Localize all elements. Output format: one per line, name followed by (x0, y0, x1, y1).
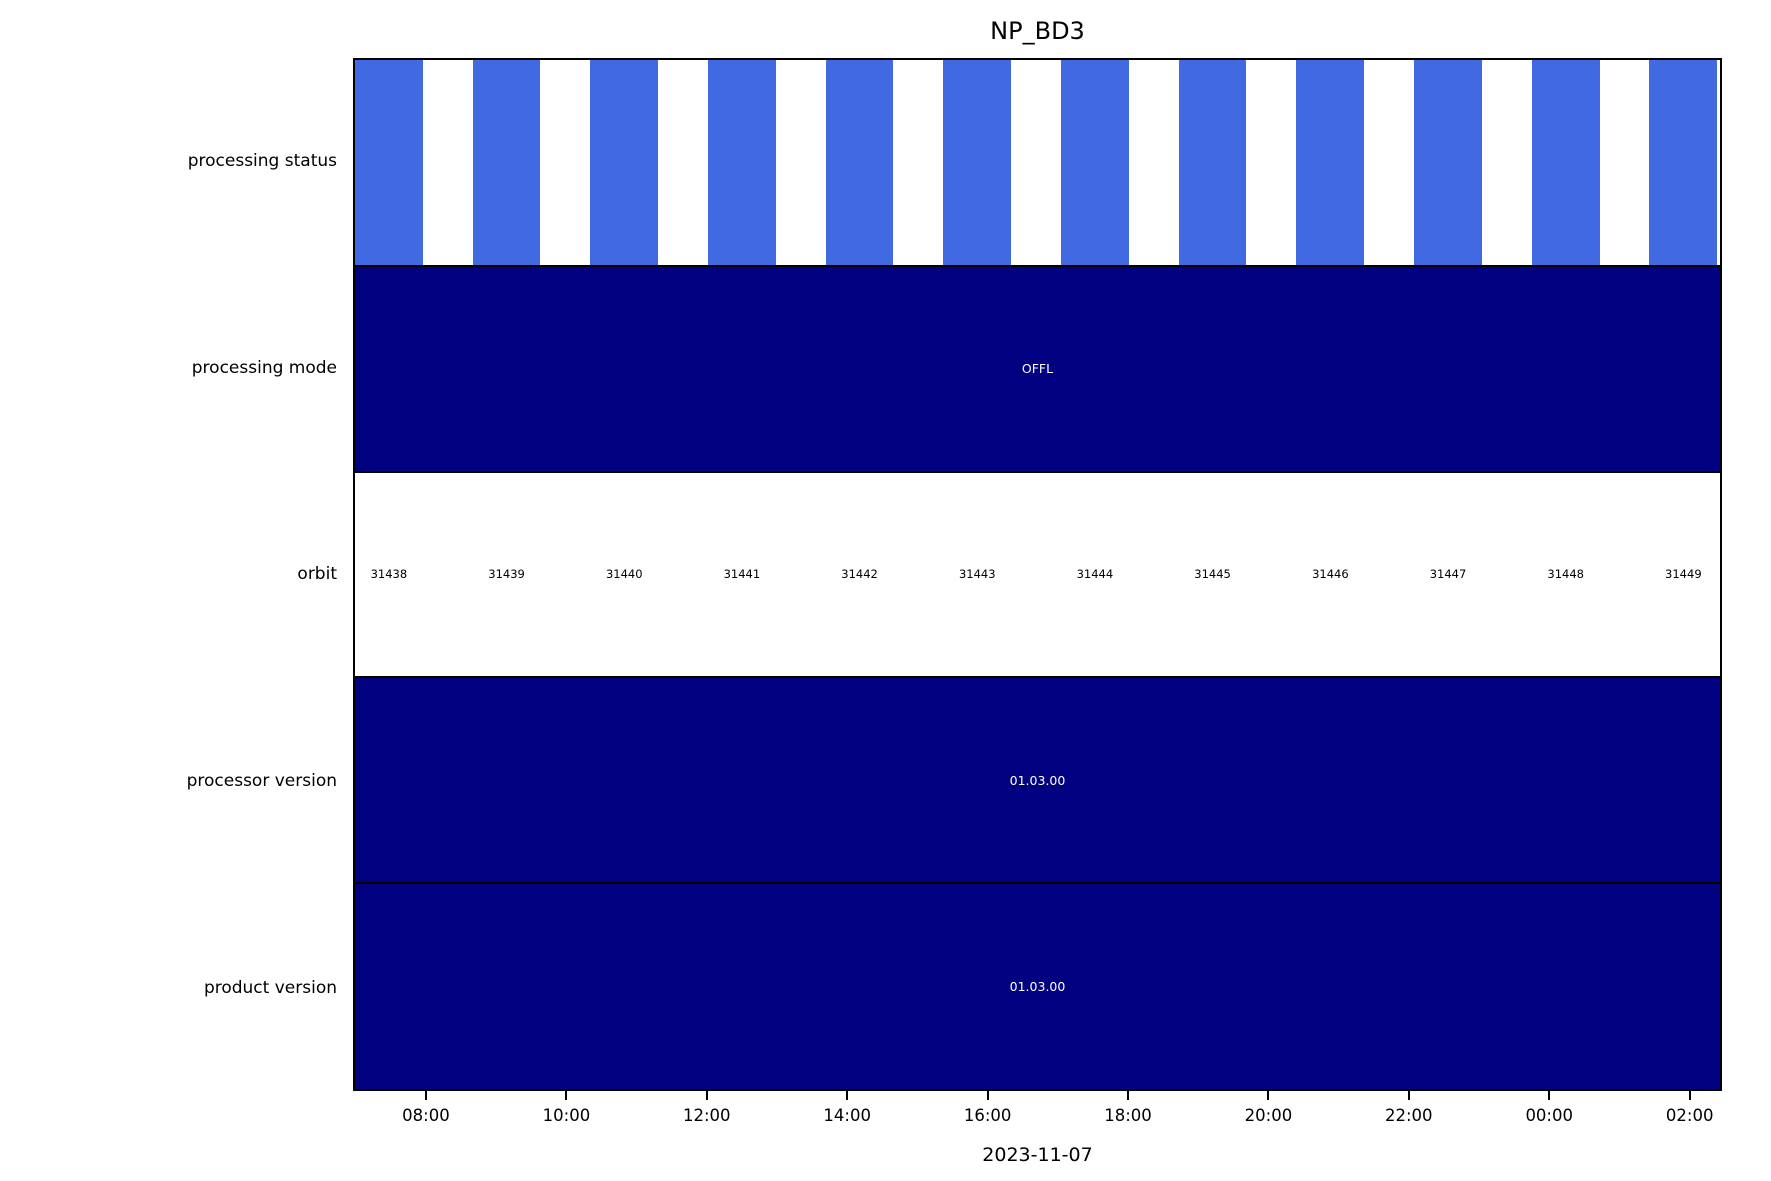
x-tick-label-10:00: 10:00 (542, 1106, 591, 1125)
row-processing-mode: OFFL (355, 265, 1720, 472)
orbit-number-31449: 31449 (1665, 567, 1702, 582)
orbit-number-31445: 31445 (1194, 567, 1231, 582)
row-label-processing-status: processing status (187, 151, 337, 172)
x-tick-label-20:00: 20:00 (1244, 1106, 1293, 1125)
row-label-product-version: product version (203, 977, 337, 998)
status-bar-orbit-31440 (590, 60, 659, 266)
row-label-processing-mode: processing mode (191, 357, 337, 378)
orbit-number-31441: 31441 (723, 567, 761, 582)
x-tick-mark-12:00 (705, 1091, 708, 1100)
row-processing-status (355, 60, 1720, 266)
status-bar-orbit-31438 (355, 60, 423, 266)
row-processor-version-value: 01.03.00 (1009, 772, 1066, 788)
row-label-processor-version: processor version (186, 771, 337, 792)
plot-area: OFFL 31438 31439 31440 31441 31442 31443 31444 3… (353, 58, 1722, 1091)
status-bar-orbit-31442 (825, 60, 894, 266)
x-tick-label-18:00: 18:00 (1104, 1106, 1152, 1125)
x-tick-mark-10:00 (565, 1091, 568, 1100)
orbit-number-31439: 31439 (488, 567, 525, 582)
x-tick-mark-02:00 (1688, 1091, 1691, 1100)
status-bar-orbit-31447 (1414, 60, 1482, 266)
orbit-number-31440: 31440 (605, 567, 643, 582)
orbit-number-31442: 31442 (841, 567, 878, 582)
status-bar-orbit-31449 (1649, 60, 1718, 266)
row-divider (355, 676, 1720, 679)
x-tick-mark-16:00 (986, 1091, 989, 1100)
x-tick-label-14:00: 14:00 (823, 1106, 871, 1125)
row-divider (355, 264, 1720, 267)
chart-title: NP_BD3 (990, 17, 1085, 45)
status-bar-orbit-31446 (1296, 60, 1365, 266)
row-divider (355, 882, 1720, 885)
x-axis-date-label: 2023-11-07 (982, 1144, 1093, 1166)
x-tick-label-22:00: 22:00 (1384, 1106, 1433, 1125)
status-bar-orbit-31441 (707, 60, 776, 266)
x-tick-label-16:00: 16:00 (963, 1106, 1012, 1125)
status-bar-orbit-31448 (1531, 60, 1600, 266)
status-bar-orbit-31439 (472, 60, 541, 266)
x-tick-label-08:00: 08:00 (402, 1106, 450, 1125)
orbit-number-31448: 31448 (1547, 567, 1584, 582)
status-bar-orbit-31443 (943, 60, 1012, 266)
row-processing-mode-value: OFFL (1021, 361, 1054, 377)
x-tick-label-12:00: 12:00 (682, 1106, 731, 1125)
status-bar-orbit-31445 (1178, 60, 1247, 266)
x-tick-mark-18:00 (1126, 1091, 1129, 1100)
x-tick-mark-14:00 (846, 1091, 849, 1100)
x-axis: 08:00 10:00 12:00 14:00 16:00 18:00 20:00 22:00… (353, 1091, 1722, 1161)
orbit-number-31443: 31443 (958, 567, 996, 582)
status-bar-orbit-31444 (1060, 60, 1129, 266)
row-labels: processing status processing mode orbit pro… (0, 58, 345, 1091)
orbit-number-31438: 31438 (370, 567, 408, 582)
x-tick-label-02:00: 02:00 (1665, 1106, 1714, 1125)
orbit-number-31447: 31447 (1429, 567, 1467, 582)
row-processor-version: 01.03.00 (355, 677, 1720, 884)
row-divider (355, 470, 1720, 473)
orbit-number-31446: 31446 (1312, 567, 1349, 582)
row-label-orbit: orbit (297, 564, 337, 585)
row-orbit: 31438 31439 31440 31441 31442 31443 31444 31445… (355, 472, 1720, 678)
row-product-version-value: 01.03.00 (1009, 978, 1066, 994)
x-tick-mark-20:00 (1267, 1091, 1270, 1100)
orbit-number-31444: 31444 (1076, 567, 1114, 582)
row-product-version: 01.03.00 (355, 883, 1720, 1089)
x-tick-mark-08:00 (424, 1091, 427, 1100)
x-tick-label-00:00: 00:00 (1525, 1106, 1573, 1125)
x-tick-mark-00:00 (1548, 1091, 1551, 1100)
x-tick-mark-22:00 (1407, 1091, 1410, 1100)
